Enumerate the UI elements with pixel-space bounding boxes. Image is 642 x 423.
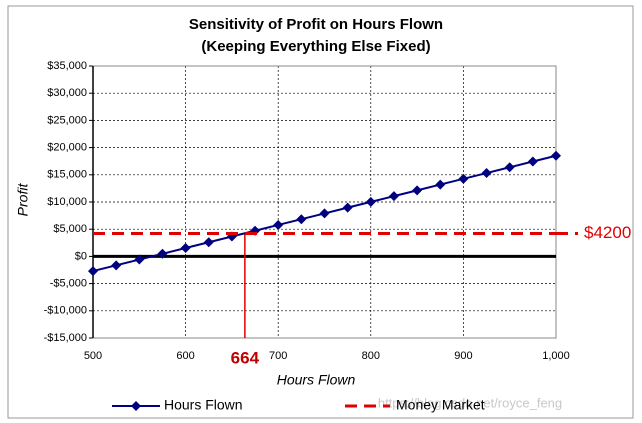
data-point [180,243,191,254]
data-point [88,266,98,277]
annotation-label: $4200 [584,223,631,242]
y-tick-label: $15,000 [47,169,87,181]
data-point [157,248,168,259]
chart-subtitle: (Keeping Everything Else Fixed) [201,38,430,55]
legend-label: Money Market [396,397,485,413]
data-point [388,191,399,202]
x-tick-label: 500 [84,350,102,362]
data-point [435,179,446,190]
chart-title: Sensitivity of Profit on Hours Flown [189,16,443,33]
y-tick-label: -$10,000 [44,305,87,317]
y-tick-label: $30,000 [47,87,87,99]
data-point [527,156,538,167]
chart-frame [7,5,634,419]
data-point [273,219,284,230]
x-tick-label: 900 [454,350,472,362]
x-tick-label: 800 [362,350,380,362]
x-tick-label: 700 [269,350,287,362]
x-axis-label: Hours Flown [277,372,356,388]
data-point [412,185,423,196]
data-point [365,196,376,207]
y-tick-label: $20,000 [47,142,87,154]
y-tick-label: $10,000 [47,196,87,208]
legend-label: Hours Flown [164,397,243,413]
data-point [458,173,469,184]
annotation-label: 664 [231,348,260,367]
x-tick-label: 1,000 [542,350,570,362]
data-point [134,254,145,265]
y-tick-label: $5,000 [53,223,87,235]
data-point [296,214,307,225]
legend-swatch [131,401,141,411]
y-axis-label: Profit [15,183,31,217]
x-tick-label: 600 [176,350,194,362]
watermark: https://blog.csdn.net/royce_feng [378,395,562,410]
data-point [319,208,330,219]
data-point [481,168,492,179]
data-point [111,260,122,271]
y-tick-label: -$5,000 [50,278,87,290]
data-point [504,162,515,173]
data-point [551,150,561,161]
y-tick-label: $25,000 [47,114,87,126]
y-tick-label: $35,000 [47,60,87,72]
data-point [342,202,353,213]
y-tick-label: $0 [75,250,87,262]
y-tick-label: -$15,000 [44,332,87,344]
data-point [203,237,214,248]
